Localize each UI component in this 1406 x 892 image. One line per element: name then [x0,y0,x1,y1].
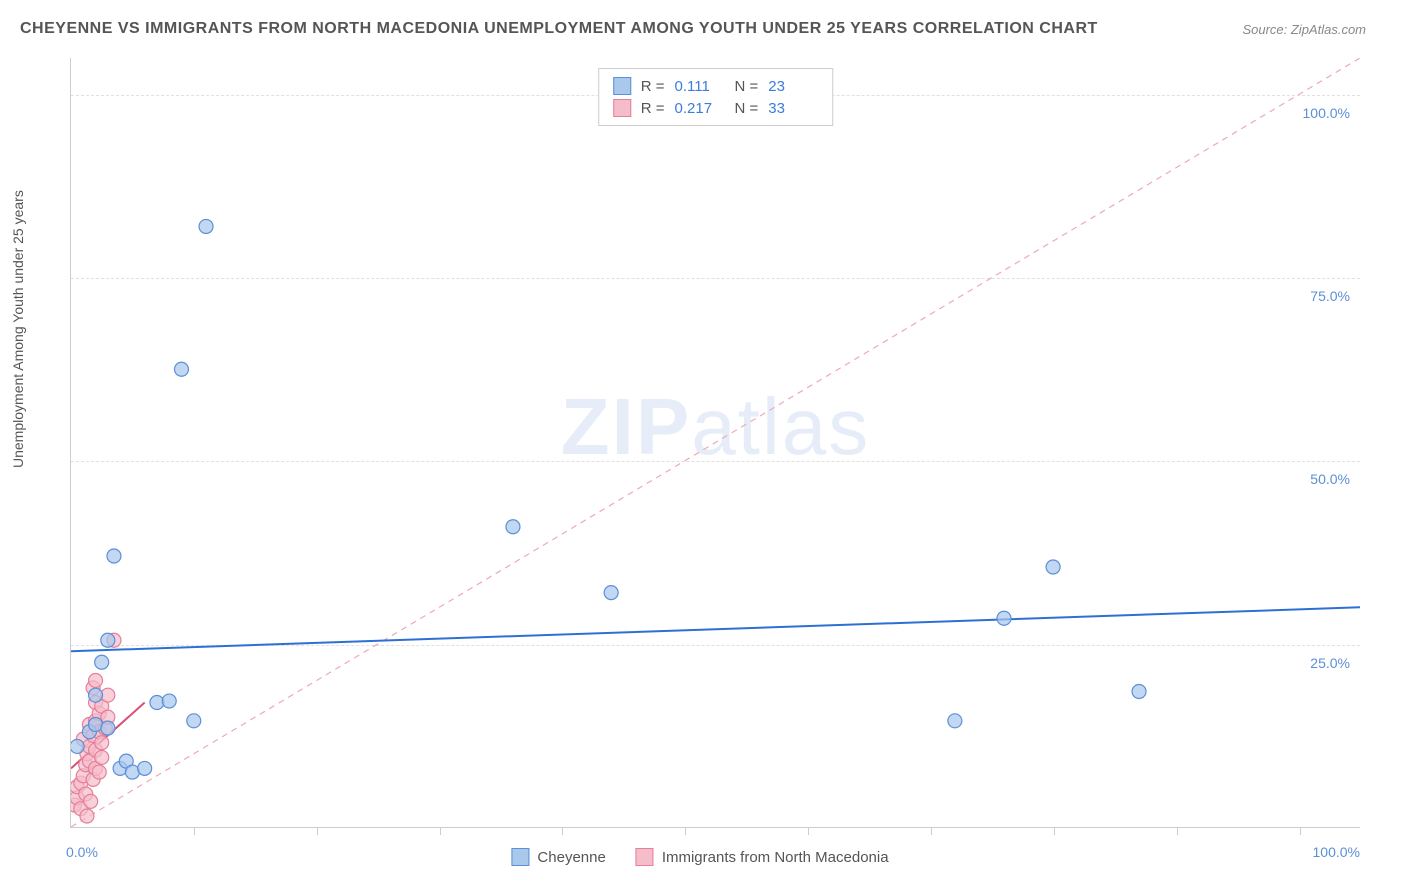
y-axis-label: Unemployment Among Youth under 25 years [10,190,26,468]
plot-area: ZIPatlas R = 0.111 N = 23 R = 0.217 N = … [70,58,1360,828]
x-tick [685,827,686,835]
swatch-cheyenne [613,77,631,95]
x-tick-100: 100.0% [1313,844,1360,860]
x-tick [808,827,809,835]
swatch-macedonia [636,848,654,866]
x-tick [194,827,195,835]
source-label: Source: ZipAtlas.com [1242,22,1366,37]
legend-label: Cheyenne [537,849,605,866]
x-tick [317,827,318,835]
legend-item-macedonia: Immigrants from North Macedonia [636,848,889,866]
correlation-legend: R = 0.111 N = 23 R = 0.217 N = 33 [598,68,834,126]
legend-row-cheyenne: R = 0.111 N = 23 [613,75,819,97]
n-value-cheyenne: 23 [768,78,818,95]
swatch-macedonia [613,99,631,117]
legend-row-macedonia: R = 0.217 N = 33 [613,97,819,119]
x-tick [1300,827,1301,835]
x-tick [1177,827,1178,835]
x-tick [440,827,441,835]
x-tick-0: 0.0% [66,844,98,860]
series-legend: Cheyenne Immigrants from North Macedonia [511,848,888,866]
chart-title: CHEYENNE VS IMMIGRANTS FROM NORTH MACEDO… [20,20,1386,38]
r-value-macedonia: 0.217 [675,100,725,117]
x-tick [931,827,932,835]
plot-svg [71,58,1360,827]
r-label: R = [641,100,665,117]
r-value-cheyenne: 0.111 [675,78,725,95]
n-label: N = [735,100,759,117]
r-label: R = [641,78,665,95]
x-tick [1054,827,1055,835]
n-value-macedonia: 33 [768,100,818,117]
chart-container: Unemployment Among Youth under 25 years … [20,48,1380,868]
legend-item-cheyenne: Cheyenne [511,848,605,866]
swatch-cheyenne [511,848,529,866]
x-tick [562,827,563,835]
legend-label: Immigrants from North Macedonia [662,849,889,866]
n-label: N = [735,78,759,95]
